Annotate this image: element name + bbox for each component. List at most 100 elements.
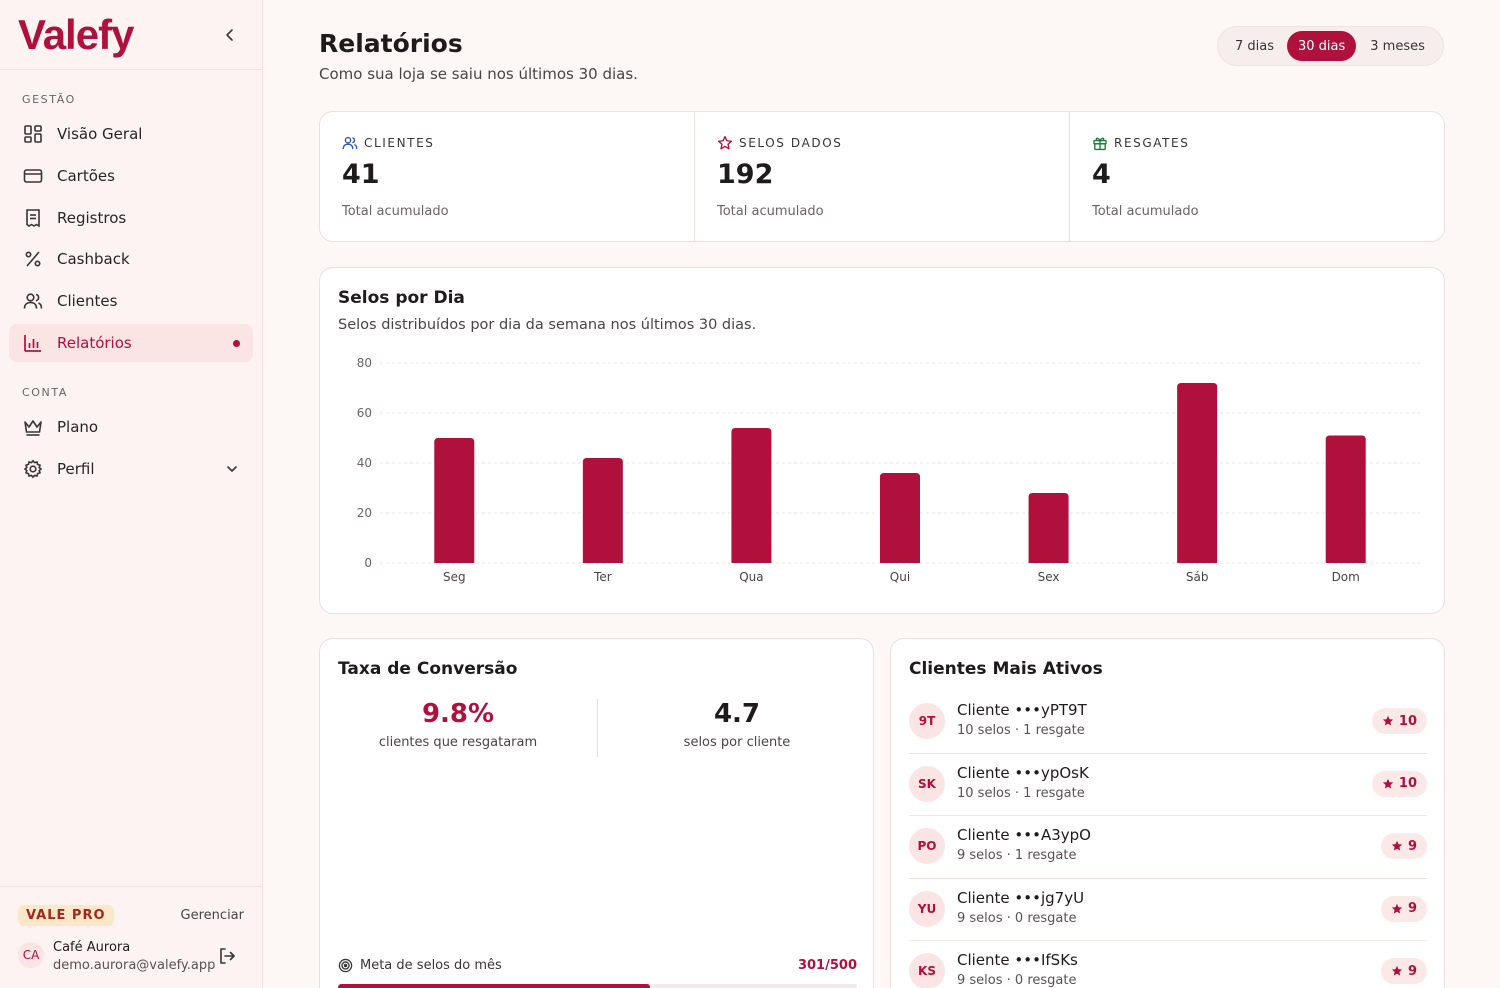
client-meta: 9 selos · 1 resgate (957, 848, 1077, 863)
percent-icon (22, 248, 44, 270)
logo-row: Valefy (0, 0, 262, 70)
stamp-count: 9 (1407, 901, 1417, 916)
sidebar-item-label: Relatórios (57, 334, 132, 352)
stat-note: Total acumulado (1092, 204, 1199, 219)
sidebar-item-plano[interactable]: Plano (9, 408, 253, 446)
star-icon (717, 135, 733, 151)
stats-card: CLIENTES 41 Total acumulado SELOS DADOS … (319, 111, 1445, 242)
bar-qua[interactable] (731, 428, 772, 563)
x-tick-label: Dom (1332, 570, 1360, 584)
stamp-count-badge: 10 (1371, 770, 1427, 797)
client-avatar: KS (909, 953, 945, 988)
list-item[interactable]: KS Cliente •••IfSKs 9 selos · 0 resgate … (909, 941, 1427, 988)
stamp-count: 9 (1407, 963, 1417, 979)
list-item[interactable]: YU Cliente •••jg7yU 9 selos · 0 resgate … (909, 879, 1427, 941)
client-avatar: PO (909, 828, 945, 864)
x-tick-label: Qui (890, 570, 910, 584)
active-indicator-dot (233, 339, 240, 347)
bar-sex[interactable] (1028, 493, 1069, 563)
y-tick-label: 40 (357, 456, 372, 470)
card-title: Selos por Dia (338, 288, 465, 308)
sidebar-item-label: Visão Geral (57, 125, 143, 143)
list-item[interactable]: 9T Cliente •••yPT9T 10 selos · 1 resgate… (909, 691, 1427, 754)
sidebar-item-registros[interactable]: Registros (9, 199, 253, 237)
client-meta: 10 selos · 1 resgate (957, 785, 1085, 801)
bar-sáb[interactable] (1177, 383, 1218, 563)
sidebar-item-label: Registros (57, 209, 127, 227)
redemption-rate: 9.8% clientes que resgataram (338, 699, 578, 750)
stamps-per-client-value: 4.7 (713, 699, 761, 729)
bar-ter[interactable] (582, 458, 623, 563)
sidebar-item-label: Cartões (57, 167, 115, 185)
bar-dom[interactable] (1325, 435, 1366, 564)
stat-note: Total acumulado (717, 204, 824, 219)
card-title: Taxa de Conversão (338, 659, 518, 679)
section-label-conta: CONTA (22, 386, 68, 399)
logout-icon (220, 948, 235, 964)
range-30-days-button[interactable]: 30 dias (1287, 31, 1357, 61)
stamps-per-client: 4.7 selos por cliente (617, 699, 857, 750)
gear-icon (22, 458, 44, 480)
star-icon (1382, 778, 1394, 789)
stat-resgates: RESGATES 4 Total acumulado (1070, 112, 1444, 241)
y-tick-label: 20 (357, 506, 372, 520)
sidebar-item-relatorios[interactable]: Relatórios (9, 324, 253, 362)
stat-value: 192 (717, 159, 774, 190)
date-range-selector: 7 dias 30 dias 3 meses (1217, 26, 1444, 66)
card-subtitle: Selos distribuídos por dia da semana nos… (338, 317, 757, 333)
sidebar-item-label: Cashback (57, 250, 130, 268)
client-name: Cliente •••ypOsK (957, 763, 1089, 782)
redemption-rate-label: clientes que resgataram (378, 735, 538, 750)
bar-qui[interactable] (880, 473, 920, 563)
bar-chart-icon (22, 332, 44, 354)
stamp-count: 10 (1398, 713, 1417, 729)
section-label-gestao: GESTÃO (22, 93, 76, 106)
stat-label: CLIENTES (364, 136, 435, 150)
redemption-rate-value: 9.8% (421, 699, 495, 729)
grid-icon (22, 123, 44, 145)
sidebar-account-footer: VALE PRO Gerenciar CA Café Aurora demo.a… (0, 886, 262, 988)
stat-label: RESGATES (1114, 136, 1190, 150)
valefy-logo[interactable]: Valefy (18, 10, 134, 58)
x-tick-label: Sáb (1186, 570, 1209, 584)
target-icon (338, 958, 353, 973)
star-icon (1382, 715, 1394, 726)
client-avatar: SK (909, 765, 945, 802)
client-meta: 9 selos · 0 resgate (957, 910, 1077, 926)
list-item[interactable]: PO Cliente •••A3ypO 9 selos · 1 resgate … (909, 816, 1427, 879)
store-email: demo.aurora@valefy.app (53, 958, 216, 973)
client-avatar: 9T (909, 703, 945, 739)
sidebar-item-perfil[interactable]: Perfil (9, 450, 253, 488)
store-name: Café Aurora (53, 940, 131, 955)
crown-icon (22, 416, 44, 438)
stamp-count-badge: 9 (1380, 833, 1427, 859)
range-7-days-button[interactable]: 7 dias (1235, 38, 1275, 54)
sidebar: Valefy GESTÃO Visão Geral Cartões Regist… (0, 0, 263, 988)
avatar: CA (18, 942, 44, 968)
collapse-sidebar-button[interactable] (220, 25, 240, 45)
range-3-months-button[interactable]: 3 meses (1370, 38, 1425, 54)
y-tick-label: 60 (357, 406, 372, 420)
stamp-count: 9 (1407, 838, 1417, 854)
bar-seg[interactable] (434, 438, 475, 563)
y-tick-label: 80 (357, 356, 372, 370)
divider (597, 699, 598, 757)
stat-selos-dados: SELOS DADOS 192 Total acumulado (695, 112, 1070, 241)
manage-plan-link[interactable]: Gerenciar (180, 908, 244, 923)
client-name: Cliente •••jg7yU (957, 888, 1085, 907)
sidebar-item-cartoes[interactable]: Cartões (9, 157, 253, 195)
plan-badge: VALE PRO (18, 905, 114, 926)
stamps-per-day-card: Selos por Dia Selos distribuídos por dia… (319, 267, 1445, 614)
x-tick-label: Seg (443, 570, 466, 584)
list-item[interactable]: SK Cliente •••ypOsK 10 selos · 1 resgate… (909, 754, 1427, 816)
star-icon (1391, 965, 1403, 976)
sidebar-item-cashback[interactable]: Cashback (9, 240, 253, 278)
stat-value: 41 (342, 159, 380, 190)
gift-icon (1092, 135, 1108, 151)
stat-note: Total acumulado (342, 204, 449, 219)
sidebar-item-clientes[interactable]: Clientes (9, 282, 253, 320)
logout-button[interactable] (218, 947, 236, 969)
sidebar-item-visao-geral[interactable]: Visão Geral (9, 115, 253, 153)
sidebar-item-label: Perfil (57, 460, 95, 478)
sidebar-item-label: Plano (57, 418, 99, 436)
